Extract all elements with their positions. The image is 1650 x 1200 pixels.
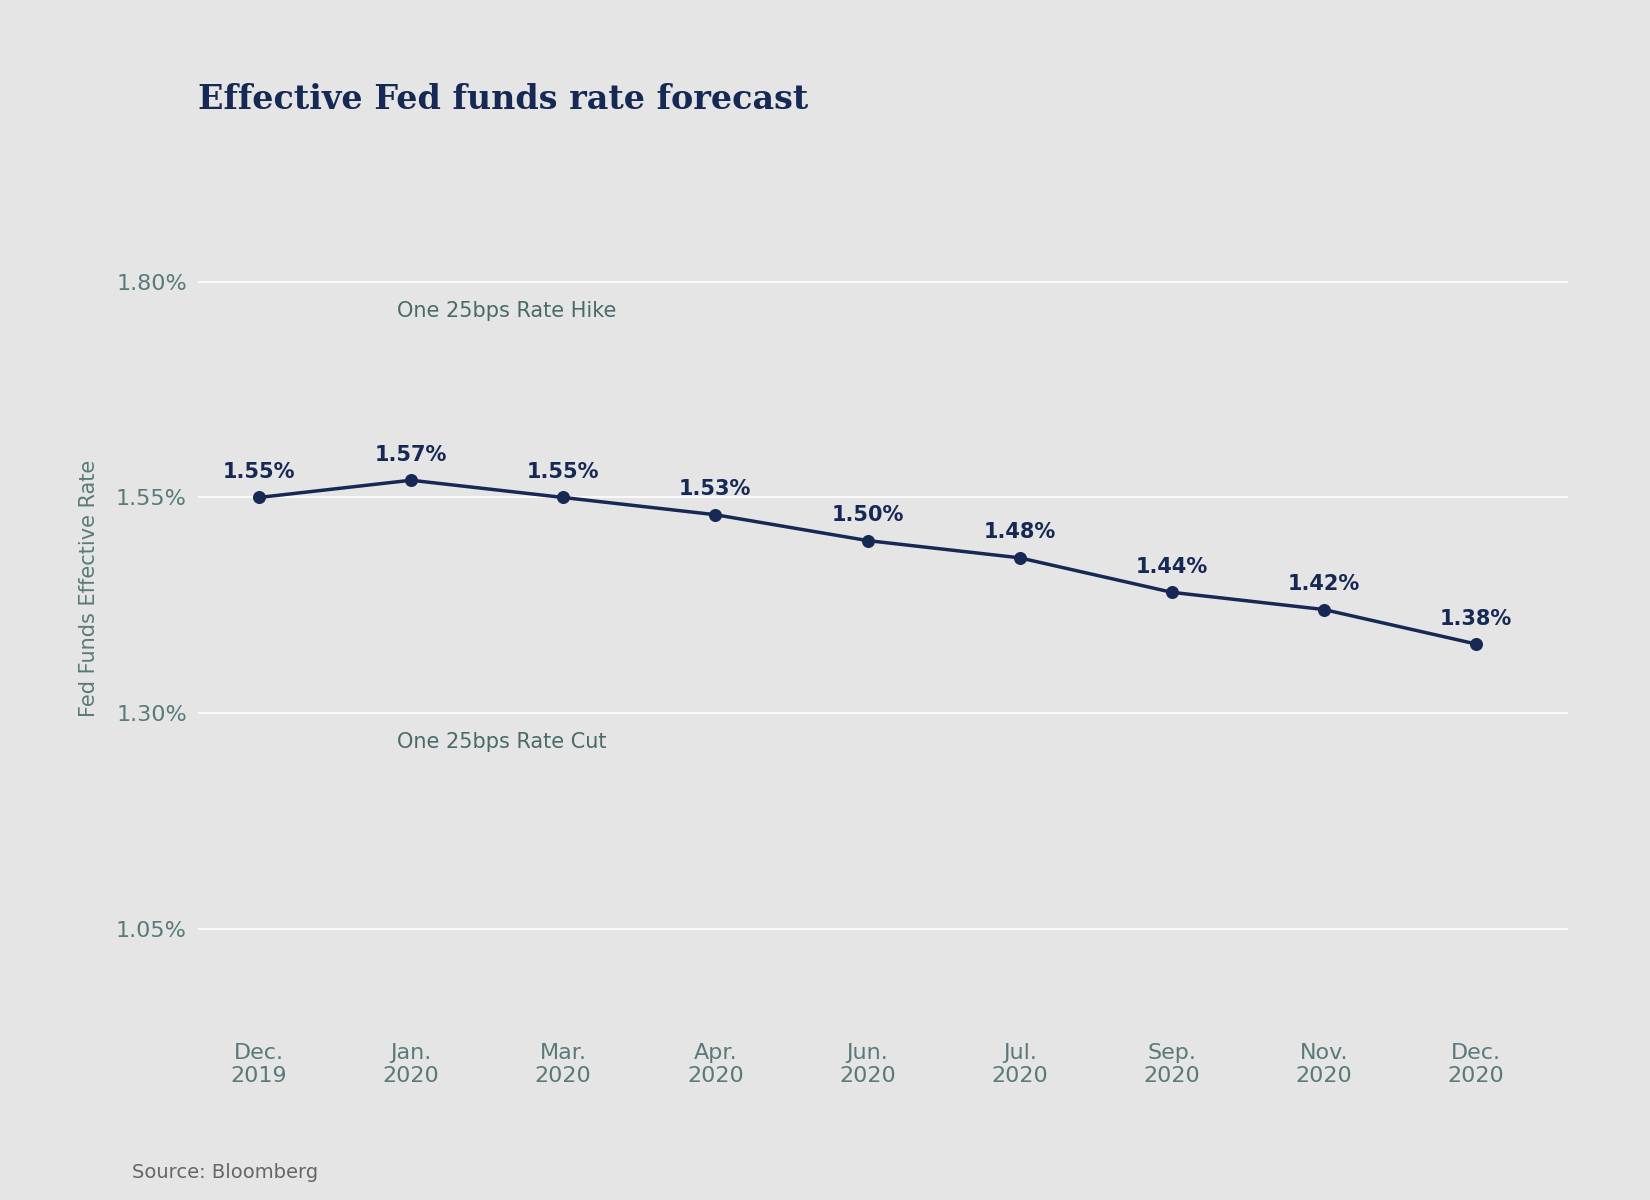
Text: 1.57%: 1.57% [375,445,447,464]
Text: 1.55%: 1.55% [223,462,295,482]
Point [703,505,729,524]
Text: 1.44%: 1.44% [1135,557,1208,577]
Text: One 25bps Rate Hike: One 25bps Rate Hike [396,301,615,320]
Point [855,530,881,550]
Text: 1.48%: 1.48% [983,522,1056,542]
Y-axis label: Fed Funds Effective Rate: Fed Funds Effective Rate [79,460,99,716]
Point [549,488,576,508]
Point [1310,600,1337,619]
Point [1158,583,1185,602]
Text: Effective Fed funds rate forecast: Effective Fed funds rate forecast [198,83,808,116]
Point [1006,548,1033,568]
Text: 1.53%: 1.53% [680,479,751,499]
Point [1464,635,1490,654]
Point [398,470,424,490]
Text: Source: Bloomberg: Source: Bloomberg [132,1164,318,1182]
Text: 1.38%: 1.38% [1440,608,1513,629]
Text: 1.42%: 1.42% [1289,574,1360,594]
Text: 1.55%: 1.55% [526,462,599,482]
Text: One 25bps Rate Cut: One 25bps Rate Cut [396,732,606,752]
Point [246,488,272,508]
Text: 1.50%: 1.50% [832,505,904,526]
